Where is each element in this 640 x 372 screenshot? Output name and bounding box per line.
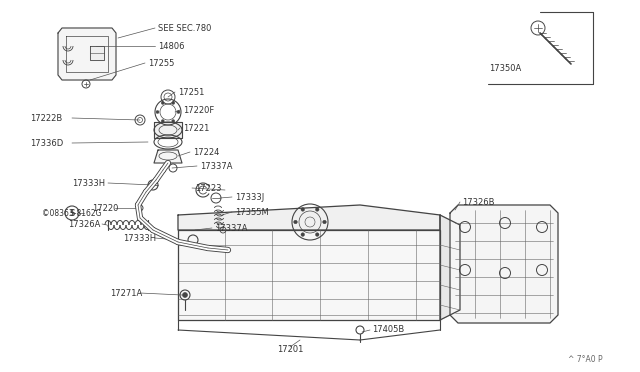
Text: 17336D: 17336D (30, 138, 63, 148)
Circle shape (156, 110, 159, 113)
Circle shape (301, 233, 305, 236)
Circle shape (172, 102, 175, 105)
Text: S: S (69, 208, 75, 218)
Text: 17220F: 17220F (183, 106, 214, 115)
Text: SEE SEC.780: SEE SEC.780 (158, 23, 211, 32)
Text: 17350A: 17350A (489, 64, 521, 73)
Text: 17333H: 17333H (123, 234, 156, 243)
Circle shape (172, 119, 175, 123)
Text: 17221: 17221 (183, 124, 209, 132)
Circle shape (182, 292, 188, 298)
Text: 17337A: 17337A (200, 161, 232, 170)
Text: 17333H: 17333H (72, 179, 105, 187)
Polygon shape (450, 205, 558, 323)
Polygon shape (178, 230, 440, 320)
Text: 17326A: 17326A (68, 219, 100, 228)
Polygon shape (154, 150, 182, 163)
Text: 17224: 17224 (193, 148, 220, 157)
Text: ©08363-8162G: ©08363-8162G (42, 208, 102, 218)
Text: 17337A: 17337A (215, 224, 248, 232)
Circle shape (294, 220, 298, 224)
Circle shape (316, 233, 319, 236)
Text: 17251: 17251 (178, 87, 204, 96)
Text: 17201: 17201 (277, 346, 303, 355)
Circle shape (161, 102, 164, 105)
Text: 17222B: 17222B (30, 113, 62, 122)
Circle shape (316, 208, 319, 211)
Text: 17220: 17220 (92, 203, 118, 212)
Circle shape (161, 119, 164, 123)
Text: 17405B: 17405B (372, 326, 404, 334)
Text: 14806: 14806 (158, 42, 184, 51)
Text: 17271A: 17271A (110, 289, 142, 298)
Polygon shape (154, 122, 182, 138)
Text: 17333J: 17333J (235, 192, 264, 202)
Polygon shape (178, 205, 440, 230)
Circle shape (177, 110, 180, 113)
Polygon shape (58, 28, 116, 80)
Text: 17326B: 17326B (462, 198, 495, 206)
Text: 17223: 17223 (195, 183, 221, 192)
Text: 17255: 17255 (148, 58, 174, 67)
Polygon shape (440, 215, 460, 320)
Polygon shape (90, 46, 104, 60)
Text: 17355M: 17355M (235, 208, 269, 217)
Circle shape (323, 220, 326, 224)
Text: ^ 7°A0 P: ^ 7°A0 P (568, 356, 603, 365)
Circle shape (301, 208, 305, 211)
